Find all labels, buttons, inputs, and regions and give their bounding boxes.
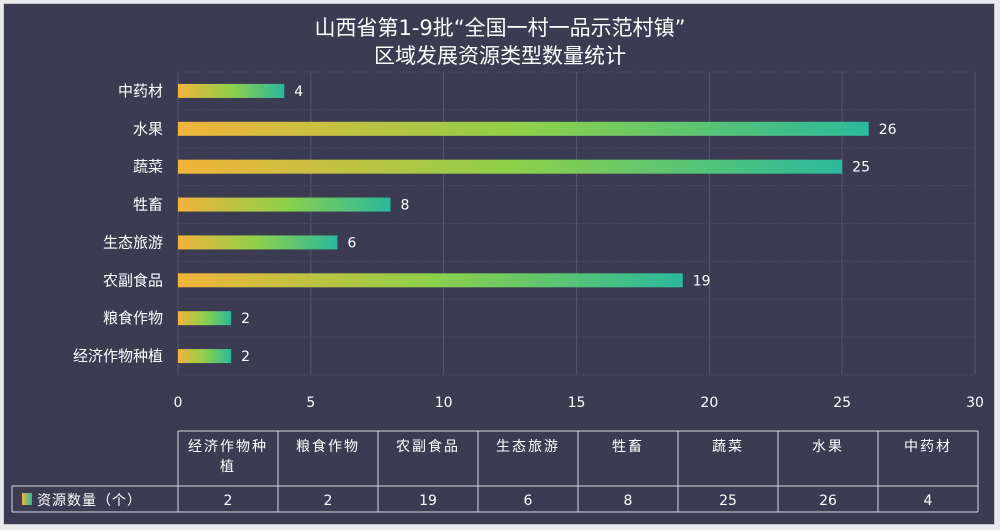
x-tick-label: 5 <box>306 395 315 411</box>
category-label: 牲畜 <box>133 196 163 214</box>
bar-6 <box>178 311 232 326</box>
table-header-cell: 生态旅游 <box>496 439 560 455</box>
x-tick-label: 30 <box>966 395 984 411</box>
x-tick-label: 20 <box>700 395 718 411</box>
table-header-cell: 经济作物种 <box>188 439 268 455</box>
x-tick-label: 10 <box>435 395 453 411</box>
table-value-cell: 8 <box>624 493 633 509</box>
category-label: 水果 <box>133 120 163 138</box>
value-label: 26 <box>879 122 897 138</box>
category-label: 生态旅游 <box>103 233 163 251</box>
category-label: 经济作物种植 <box>73 347 163 365</box>
value-label: 8 <box>401 198 410 214</box>
legend-label: 资源数量（个） <box>37 493 142 509</box>
bar-1 <box>178 121 869 136</box>
x-tick-label: 0 <box>174 395 183 411</box>
chart-title: 山西省第1-9批“全国一村一品示范村镇” 区域发展资源类型数量统计 <box>0 14 1000 70</box>
category-label: 蔬菜 <box>133 158 163 176</box>
category-label: 中药材 <box>118 82 163 100</box>
value-label: 6 <box>347 235 356 251</box>
value-label: 2 <box>241 311 250 327</box>
value-label: 4 <box>294 84 303 100</box>
value-label: 19 <box>693 273 711 289</box>
chart-title-line2: 区域发展资源类型数量统计 <box>374 44 626 68</box>
table-header-cell: 水果 <box>812 439 844 455</box>
value-label: 25 <box>852 160 870 176</box>
table-header-cell: 牲畜 <box>612 439 644 455</box>
data-table: 经济作物种植 2 粮食作物 2 农副食品 19 生态旅游 6 牲畜 8 蔬菜 25 水果 26 中药材 4 资源… <box>11 430 979 513</box>
table-value-cell: 19 <box>419 493 437 509</box>
category-label: 粮食作物 <box>103 309 163 327</box>
grid-lines <box>177 71 976 376</box>
x-tick-label: 25 <box>833 395 851 411</box>
legend-swatch <box>22 493 32 505</box>
bar-2 <box>178 159 843 174</box>
bars <box>178 83 869 364</box>
category-label: 农副食品 <box>103 271 163 289</box>
x-tick-labels: 0 5 10 15 20 25 30 <box>174 395 984 411</box>
chart-frame <box>3 3 995 525</box>
table-value-cell: 4 <box>924 493 933 509</box>
table-header-cell: 中药材 <box>904 439 952 455</box>
x-tick-label: 15 <box>568 395 586 411</box>
table-value-cell: 2 <box>324 493 333 509</box>
table-header-cell: 植 <box>220 459 236 475</box>
table-value-cell: 26 <box>819 493 837 509</box>
table-header-cell: 蔬菜 <box>712 439 744 455</box>
bar-5 <box>178 273 683 288</box>
value-labels: 4 26 25 8 6 19 2 2 <box>241 84 897 365</box>
table-value-cell: 2 <box>224 493 233 509</box>
bar-7 <box>178 349 232 364</box>
bar-0 <box>178 83 285 98</box>
value-label: 2 <box>241 349 250 365</box>
table-header-cell: 粮食作物 <box>296 438 360 455</box>
bar-3 <box>178 197 391 212</box>
bar-4 <box>178 235 338 250</box>
table-value-cell: 6 <box>524 493 533 509</box>
table-value-cell: 25 <box>719 493 737 509</box>
table-header-cell: 农副食品 <box>396 438 460 455</box>
chart-title-line1: 山西省第1-9批“全国一村一品示范村镇” <box>314 16 686 40</box>
